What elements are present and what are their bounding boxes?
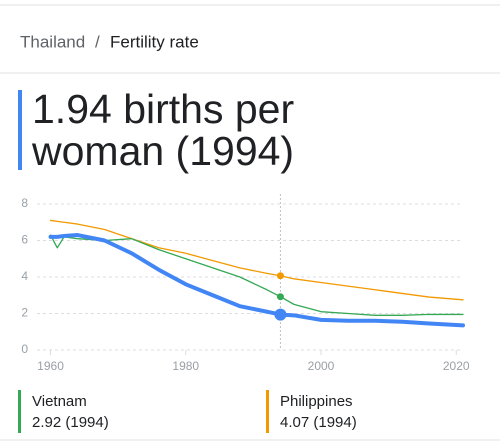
y-tick-label: 4	[21, 269, 28, 283]
series-line	[49, 219, 464, 301]
legend-value: 2.92 (1994)	[32, 414, 109, 431]
x-tick-label: 1980	[172, 359, 199, 373]
y-tick-label: 2	[21, 306, 28, 320]
highlight-dot	[274, 308, 287, 321]
headline: 1.94 births per woman (1994)	[31, 86, 294, 174]
x-tick-label: 2000	[308, 359, 335, 373]
highlight-dot	[276, 272, 284, 280]
legend-name: Vietnam	[32, 393, 87, 410]
highlight-dot	[276, 293, 284, 301]
legend-value: 4.07 (1994)	[280, 414, 357, 431]
x-tick-label: 1960	[37, 359, 64, 373]
series-line	[48, 233, 465, 328]
legend-name: Philippines	[280, 393, 353, 410]
headline-bar	[18, 90, 22, 170]
breadcrumb-separator: /	[95, 32, 100, 51]
y-tick-label: 6	[21, 233, 28, 247]
breadcrumb-country[interactable]: Thailand	[20, 32, 85, 51]
y-tick-label: 8	[21, 196, 28, 210]
legend-bar	[266, 390, 269, 433]
x-tick-label: 2020	[443, 359, 470, 373]
legend-bar	[18, 390, 21, 433]
series-line	[49, 234, 464, 316]
y-tick-label: 0	[21, 342, 28, 356]
breadcrumb-topic: Fertility rate	[110, 32, 199, 51]
